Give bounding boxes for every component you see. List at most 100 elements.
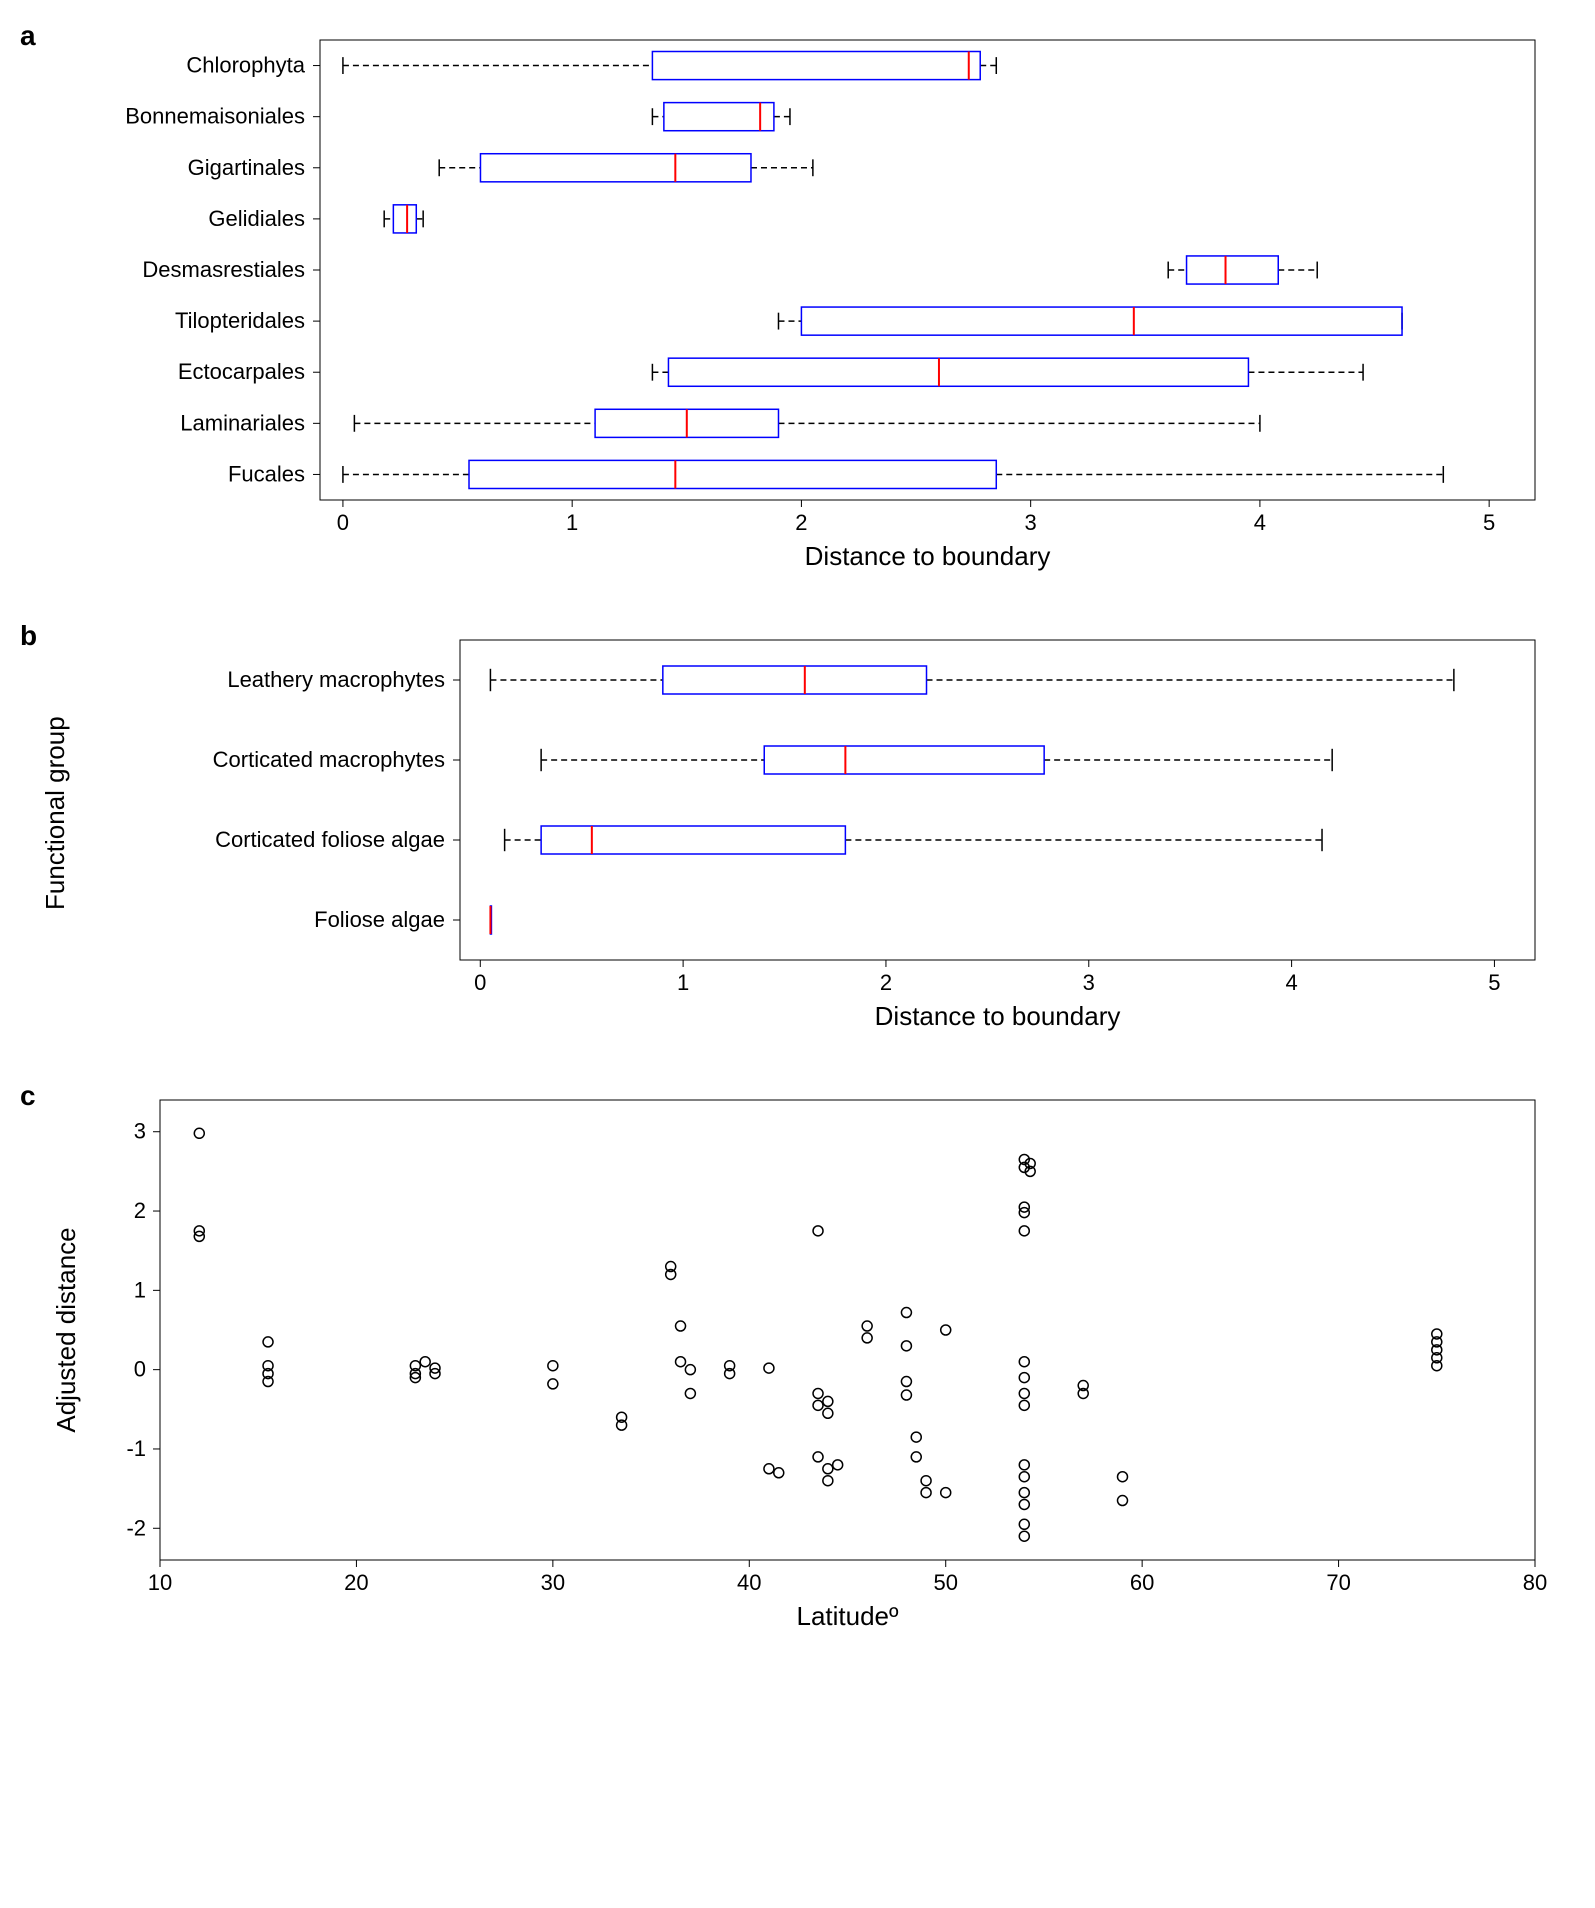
scatter-point (548, 1361, 558, 1371)
x-tick-label: 2 (880, 970, 892, 995)
panel-c-svg: 10 20 30 40 50 60 70 80 -2 -1 0 1 2 3 Latitudeº Adjuste… (20, 1080, 1575, 1640)
box (541, 826, 845, 854)
x-tick-label: 10 (148, 1570, 172, 1595)
category-label: Bonnemaisoniales (125, 104, 305, 129)
box (1187, 256, 1279, 284)
scatter-point (921, 1476, 931, 1486)
x-tick-label: 5 (1483, 510, 1495, 535)
scatter-point (1019, 1472, 1029, 1482)
scatter-point (813, 1226, 823, 1236)
panel-b-label: b (20, 620, 37, 652)
y-tick-label: 3 (134, 1119, 146, 1144)
category-label: Gigartinales (188, 155, 305, 180)
box (664, 103, 774, 131)
box (663, 666, 927, 694)
x-tick-label: 0 (474, 970, 486, 995)
panel-a-label: a (20, 20, 36, 52)
category-label: Chlorophyta (186, 53, 305, 78)
scatter-point (1019, 1519, 1029, 1529)
category-label: Leathery macrophytes (227, 667, 445, 692)
y-tick-label: 0 (134, 1357, 146, 1382)
x-tick-label: 4 (1285, 970, 1297, 995)
category-label: Corticated macrophytes (213, 747, 445, 772)
scatter-point (862, 1321, 872, 1331)
scatter-point (1019, 1531, 1029, 1541)
x-tick-label: 80 (1523, 1570, 1547, 1595)
y-tick-label: 1 (134, 1277, 146, 1302)
panel-a: a 012345Distance to boundaryChlorophytaB… (20, 20, 1575, 580)
scatter-point (813, 1452, 823, 1462)
scatter-point (194, 1128, 204, 1138)
box (469, 460, 996, 488)
category-label: Desmasrestiales (142, 257, 305, 282)
scatter-point (676, 1357, 686, 1367)
category-label: Fucales (228, 461, 305, 486)
scatter-point (901, 1390, 911, 1400)
scatter-point (901, 1377, 911, 1387)
x-tick-label: 3 (1025, 510, 1037, 535)
x-tick-label: 40 (737, 1570, 761, 1595)
box (393, 205, 416, 233)
category-label: Laminariales (180, 410, 305, 435)
x-axis-label: Distance to boundary (875, 1001, 1121, 1031)
scatter-point (685, 1365, 695, 1375)
x-tick-label: 2 (795, 510, 807, 535)
x-tick-label: 20 (344, 1570, 368, 1595)
scatter-point (1019, 1226, 1029, 1236)
y-tick-label: -1 (126, 1436, 146, 1461)
scatter-point (823, 1396, 833, 1406)
x-tick-label: 50 (933, 1570, 957, 1595)
box (652, 52, 980, 80)
y-axis-label: Adjusted distance (51, 1227, 81, 1432)
category-label: Corticated foliose algae (215, 827, 445, 852)
scatter-point (823, 1464, 833, 1474)
scatter-point (921, 1488, 931, 1498)
category-label: Foliose algae (314, 907, 445, 932)
scatter-point (1118, 1472, 1128, 1482)
x-tick-label: 5 (1488, 970, 1500, 995)
y-tick-label: -2 (126, 1515, 146, 1540)
panel-c: c 10 20 30 40 50 60 70 80 -2 -1 0 1 2 3 Latitudeº Adjus… (20, 1080, 1575, 1640)
scatter-point (862, 1333, 872, 1343)
category-label: Ectocarpales (178, 359, 305, 384)
scatter-point (901, 1308, 911, 1318)
x-tick-label: 70 (1326, 1570, 1350, 1595)
x-tick-label: 3 (1083, 970, 1095, 995)
panel-a-svg: 012345Distance to boundaryChlorophytaBon… (20, 20, 1575, 580)
scatter-point (823, 1476, 833, 1486)
scatter-point (676, 1321, 686, 1331)
scatter-point (911, 1432, 921, 1442)
scatter-point (823, 1408, 833, 1418)
x-tick-label: 0 (337, 510, 349, 535)
scatter-point (941, 1488, 951, 1498)
scatter-point (1019, 1400, 1029, 1410)
scatter-point (1019, 1499, 1029, 1509)
scatter-point (774, 1468, 784, 1478)
scatter-point (764, 1363, 774, 1373)
figure-container: a 0 1 2 3 4 5 Distance to boundary Chlorophyta B… (20, 20, 1575, 1640)
scatter-point (420, 1357, 430, 1367)
scatter-point (813, 1388, 823, 1398)
panel-b-svg: 0 1 2 3 4 5 Distance to boundary Leathery macro… (20, 620, 1575, 1040)
scatter-point (1019, 1488, 1029, 1498)
box (480, 154, 751, 182)
scatter-point (941, 1325, 951, 1335)
scatter-point (911, 1452, 921, 1462)
scatter-point (685, 1388, 695, 1398)
scatter-point (1019, 1357, 1029, 1367)
x-tick-label: 30 (541, 1570, 565, 1595)
y-tick-label: 2 (134, 1198, 146, 1223)
x-axis-label: Latitudeº (796, 1601, 899, 1631)
scatter-point (1019, 1388, 1029, 1398)
x-tick-label: 4 (1254, 510, 1266, 535)
box (801, 307, 1402, 335)
panel-c-label: c (20, 1080, 36, 1112)
x-tick-label: 60 (1130, 1570, 1154, 1595)
category-label: Gelidiales (208, 206, 305, 231)
scatter-point (548, 1379, 558, 1389)
x-axis-label: Distance to boundary (805, 541, 1051, 571)
category-label: Tilopteridales (175, 308, 305, 333)
x-tick-label: 1 (677, 970, 689, 995)
box (668, 358, 1248, 386)
scatter-point (901, 1341, 911, 1351)
